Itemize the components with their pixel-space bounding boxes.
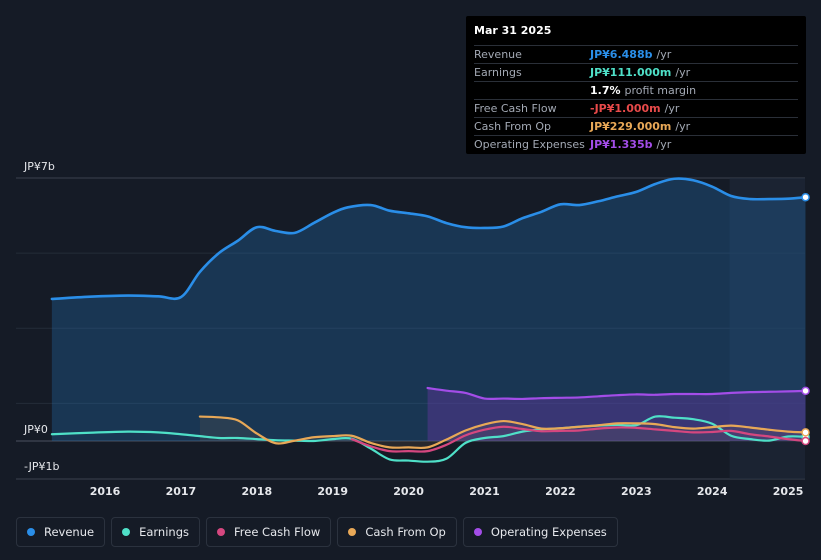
legend-label: Earnings bbox=[139, 525, 189, 539]
x-tick-label: 2022 bbox=[545, 485, 576, 498]
tooltip-row: Cash From Op JP¥229.000m/yr bbox=[474, 118, 798, 136]
tooltip-row-value: -JP¥1.000m bbox=[590, 102, 661, 115]
legend-dot-icon bbox=[348, 528, 357, 536]
tooltip-row-unit: /yr bbox=[675, 66, 691, 79]
legend-dot-icon bbox=[217, 528, 225, 536]
x-tick-label: 2024 bbox=[697, 485, 728, 498]
tooltip-row-value: JP¥1.335b bbox=[590, 138, 653, 151]
fcf-end-marker bbox=[801, 436, 810, 446]
x-tick-label: 2018 bbox=[241, 485, 272, 498]
legend-item-free-cash-flow[interactable]: Free Cash Flow bbox=[206, 517, 332, 547]
tooltip-row-unit: /yr bbox=[656, 48, 672, 61]
x-axis-ticks: 2016 2017 2018 2019 2020 2021 2022 2023 2024 2025 bbox=[90, 485, 804, 498]
revenue-line bbox=[50, 177, 807, 301]
legend-item-revenue[interactable]: Revenue bbox=[16, 517, 106, 547]
tooltip-row-value: 1.7% bbox=[590, 84, 621, 97]
legend-label: Free Cash Flow bbox=[234, 525, 321, 539]
tooltip-row-value: JP¥111.000m bbox=[590, 66, 672, 79]
y-axis-top-label: JP¥7b bbox=[23, 160, 55, 173]
y-axis-bottom-label: -JP¥1b bbox=[24, 460, 59, 473]
tooltip-row: Earnings JP¥111.000m/yr bbox=[474, 64, 798, 82]
x-tick-label: 2021 bbox=[469, 485, 500, 498]
y-axis-zero-label: JP¥0 bbox=[23, 423, 48, 436]
data-tooltip: Mar 31 2025 Revenue JP¥6.488b/yr Earnings J… bbox=[466, 16, 806, 154]
tooltip-row: 1.7% profit margin bbox=[474, 82, 798, 100]
legend-item-cash-from-op[interactable]: Cash From Op bbox=[337, 517, 457, 547]
tooltip-row: Free Cash Flow -JP¥1.000m/yr bbox=[474, 100, 798, 118]
tooltip-row-label: Operating Expenses bbox=[474, 138, 585, 151]
tooltip-row-unit: /yr bbox=[675, 120, 691, 133]
x-tick-label: 2025 bbox=[773, 485, 804, 498]
financial-chart: JP¥7b JP¥0 -JP¥1b 2016 2017 2018 2019 2020 20… bbox=[16, 160, 810, 498]
legend-dot-icon bbox=[122, 528, 131, 536]
revenue-end-marker bbox=[801, 192, 810, 202]
legend-label: Revenue bbox=[44, 525, 95, 539]
x-tick-label: 2020 bbox=[393, 485, 424, 498]
tooltip-row-value: JP¥229.000m bbox=[590, 120, 672, 133]
tooltip-row-label: Earnings bbox=[474, 66, 522, 79]
fcf-line bbox=[350, 425, 807, 453]
tooltip-row: Revenue JP¥6.488b/yr bbox=[474, 46, 798, 64]
legend-item-earnings[interactable]: Earnings bbox=[111, 517, 200, 547]
tooltip-row: Operating Expenses JP¥1.335b/yr bbox=[474, 136, 798, 153]
tooltip-date: Mar 31 2025 bbox=[474, 23, 798, 46]
x-tick-label: 2016 bbox=[90, 485, 121, 498]
x-tick-label: 2017 bbox=[166, 485, 197, 498]
series-lines bbox=[50, 177, 807, 463]
cfo-line bbox=[198, 415, 807, 450]
tooltip-row-value: JP¥6.488b bbox=[590, 48, 653, 61]
tooltip-row-label: Free Cash Flow bbox=[474, 102, 557, 115]
revenue-area bbox=[51, 178, 806, 442]
tooltip-row-label bbox=[474, 82, 590, 99]
tooltip-row-unit: profit margin bbox=[624, 84, 697, 97]
tooltip-row-unit: /yr bbox=[656, 138, 672, 151]
tooltip-row-label: Revenue bbox=[474, 48, 522, 61]
x-tick-label: 2023 bbox=[621, 485, 652, 498]
opex-line bbox=[426, 386, 807, 401]
tooltip-row-unit: /yr bbox=[664, 102, 680, 115]
cfo-end-marker bbox=[801, 428, 810, 437]
x-tick-label: 2019 bbox=[317, 485, 348, 498]
legend-label: Cash From Op bbox=[365, 525, 446, 539]
legend-dot-icon bbox=[27, 528, 35, 536]
tooltip-row-label: Cash From Op bbox=[474, 120, 552, 133]
chart-legend: Revenue Earnings Free Cash Flow Cash From O… bbox=[16, 517, 618, 547]
legend-label: Operating Expenses bbox=[490, 525, 607, 539]
legend-item-operating-expenses[interactable]: Operating Expenses bbox=[462, 517, 618, 547]
opex-end-marker bbox=[801, 386, 810, 396]
end-markers bbox=[801, 192, 810, 446]
tooltip-rows: Revenue JP¥6.488b/yr Earnings JP¥111.000m/y… bbox=[474, 46, 798, 153]
series-fills bbox=[51, 178, 806, 448]
earnings-line bbox=[50, 415, 807, 463]
legend-dot-icon bbox=[473, 528, 482, 536]
